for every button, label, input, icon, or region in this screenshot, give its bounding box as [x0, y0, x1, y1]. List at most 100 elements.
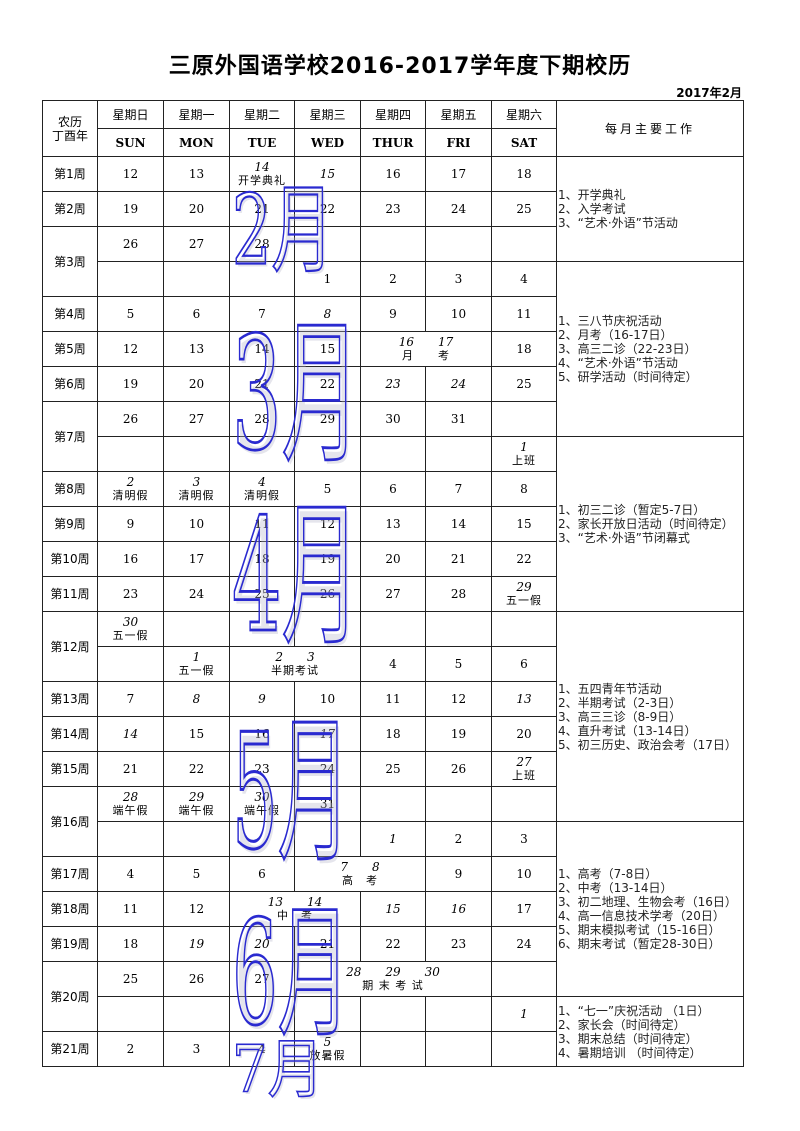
day-cell: 15	[294, 331, 361, 367]
day-cell: 9	[229, 681, 295, 717]
work-item: 6、期末考试（暂定28-30日）	[558, 937, 721, 951]
event-note: 清明假	[112, 489, 149, 502]
day-number: 28	[254, 237, 270, 251]
week-label: 第16周	[42, 786, 98, 857]
week-row: 第9周 9 10 11 12 13 14 15	[42, 506, 744, 542]
day-cell: 11	[360, 681, 426, 717]
day-cell: 10	[294, 681, 361, 717]
day-header-en: FRI	[425, 128, 492, 157]
day-number: 1	[389, 832, 397, 846]
day-number: 10	[450, 307, 467, 321]
day-cell: 24	[425, 191, 492, 227]
empty-cell	[163, 261, 230, 297]
week-row: 第1周 12 13 14 开学典礼 15 16 17 18 1、开学典礼 2、入学考试 3、“艺术·外…	[42, 156, 744, 262]
day-number: 9	[389, 307, 397, 321]
work-item: 4、直升考试（13-14日）	[558, 723, 697, 738]
day-number: 24	[516, 937, 532, 951]
day-cell: 17	[294, 716, 361, 752]
calendar-date: 2017年2月	[676, 86, 742, 100]
day-cell: 16 17 月 考	[360, 331, 492, 367]
day-number: 16	[450, 902, 467, 916]
day-cell: 20	[163, 366, 230, 402]
day-cell: 18	[360, 716, 426, 752]
monthly-work-cell: 1、五四青年节活动 2、半期考试（2-3日） 3、高三三诊（8-9日） 4、直升考试（…	[556, 611, 744, 822]
day-number: 25	[516, 377, 532, 391]
day-cell: 3	[491, 821, 557, 857]
day-cell: 19	[97, 191, 164, 227]
day-cell: 30 五一假	[97, 611, 164, 647]
day-header-en: SAT	[491, 128, 557, 157]
empty-cell	[294, 821, 361, 857]
empty-cell	[360, 611, 426, 647]
day-cell: 6	[163, 296, 230, 332]
day-cell: 2	[425, 821, 492, 857]
day-number: 28 29 30	[346, 965, 440, 979]
day-cell: 25	[491, 191, 557, 227]
day-cell: 22	[360, 926, 426, 962]
day-number: 8	[192, 692, 201, 706]
day-number: 19	[450, 727, 467, 741]
day-cell: 27	[360, 576, 426, 612]
day-cell: 2	[97, 1031, 164, 1067]
day-number: 15	[385, 902, 401, 916]
empty-cell	[491, 961, 557, 997]
day-cell: 28	[229, 401, 295, 437]
day-number: 2	[454, 832, 463, 846]
work-item: 2、半期考试（2-3日）	[558, 695, 682, 710]
work-item: 5、期末模拟考试（15-16日）	[558, 923, 721, 937]
day-number: 27	[516, 755, 532, 769]
lunar-label: 农历	[57, 114, 82, 129]
day-cell: 24	[425, 366, 492, 402]
day-number: 15	[188, 727, 205, 741]
day-cell: 12	[97, 331, 164, 367]
empty-cell	[229, 611, 295, 647]
day-number: 3	[192, 1042, 201, 1056]
day-cell: 20	[163, 191, 230, 227]
monthly-work-cell: 1、开学典礼 2、入学考试 3、“艺术·外语”节活动	[556, 156, 744, 262]
day-number: 13	[188, 167, 205, 181]
day-number: 26	[188, 972, 205, 986]
week-row: 第2周 19 20 21 22 23 24 25	[42, 191, 744, 227]
day-cell: 13	[491, 681, 557, 717]
day-number: 11	[254, 517, 270, 531]
day-number: 18	[516, 342, 532, 356]
day-cell: 3 清明假	[163, 471, 230, 507]
day-cell: 14	[229, 331, 295, 367]
day-number: 20	[254, 937, 270, 951]
day-cell: 25	[97, 961, 164, 997]
day-number: 10	[188, 517, 205, 531]
day-cell: 4	[491, 261, 557, 297]
week-row: 第18周 11 12 13 14 中 考 15 16 17	[42, 891, 744, 927]
work-item: 4、暑期培训 （时间待定）	[558, 1045, 702, 1060]
day-number: 18	[385, 727, 401, 741]
day-number: 9	[258, 692, 266, 706]
empty-cell	[163, 821, 230, 857]
week-label: 第7周	[42, 401, 98, 472]
day-cell: 21	[294, 926, 361, 962]
day-cell: 5	[294, 471, 361, 507]
week-label: 第5周	[42, 331, 98, 367]
day-number: 10	[319, 692, 336, 706]
work-item: 1、高考（7-8日）	[558, 867, 658, 881]
week-row: 第8周 2 清明假 3 清明假 4 清明假 5 6 7 8	[42, 471, 744, 507]
empty-cell	[425, 611, 492, 647]
day-number: 9	[454, 867, 463, 881]
week-label: 第3周	[42, 226, 98, 297]
day-cell: 23	[360, 366, 426, 402]
day-number: 26	[122, 237, 139, 251]
work-item: 2、入学考试	[558, 202, 626, 216]
day-number: 4	[258, 475, 266, 489]
day-number: 16	[254, 727, 270, 741]
day-number: 6	[258, 867, 266, 881]
day-cell: 30	[360, 401, 426, 437]
day-cell: 15	[360, 891, 426, 927]
week-row: 1 2 3 1、高考（7-8日） 2、中考（13-14日） 3、初二地理、生物会考（16日…	[43, 821, 744, 997]
day-cell: 26	[97, 401, 164, 437]
event-note: 高 考	[342, 874, 378, 887]
day-number: 22	[385, 937, 401, 951]
day-number: 15	[319, 342, 336, 356]
day-cell: 14 开学典礼	[229, 156, 295, 192]
day-cell: 1	[360, 821, 426, 857]
day-number: 11	[385, 692, 401, 706]
empty-cell	[229, 261, 295, 297]
